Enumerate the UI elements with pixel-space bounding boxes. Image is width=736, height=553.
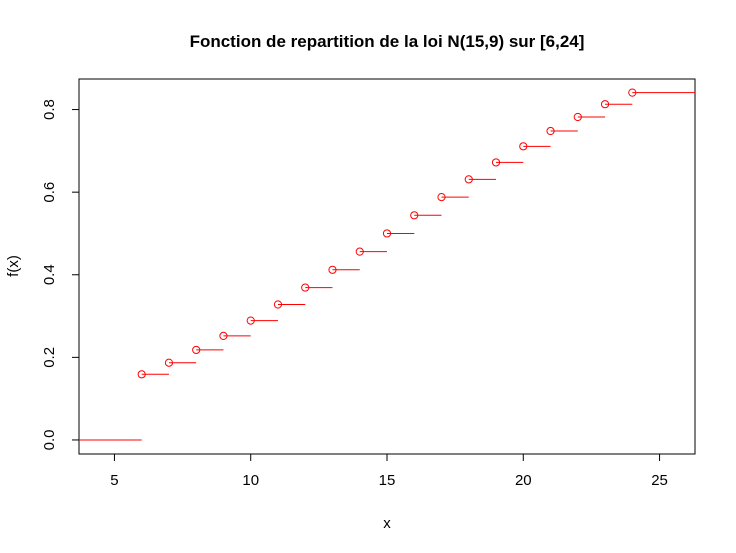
step-point bbox=[382, 229, 392, 238]
x-tick-label: 5 bbox=[110, 472, 118, 489]
step-point bbox=[301, 283, 310, 292]
chart-title: Fonction de repartition de la loi N(15,9… bbox=[190, 32, 585, 51]
step-point bbox=[192, 345, 201, 355]
x-tick-label: 10 bbox=[242, 472, 259, 489]
y-tick-label: 0.8 bbox=[41, 99, 58, 120]
step-point bbox=[219, 331, 228, 340]
y-axis-label: f(x) bbox=[5, 255, 22, 277]
x-axis-label: x bbox=[383, 515, 391, 532]
y-tick-label: 0.2 bbox=[41, 347, 58, 368]
step-point bbox=[546, 126, 555, 136]
step-point bbox=[464, 175, 473, 184]
step-point bbox=[273, 300, 283, 309]
step-point bbox=[628, 88, 637, 97]
step-point bbox=[519, 142, 528, 151]
step-point bbox=[600, 100, 610, 109]
x-tick-label: 15 bbox=[379, 472, 396, 489]
y-tick-label: 0.0 bbox=[41, 430, 58, 451]
step-point bbox=[573, 112, 582, 122]
step-point bbox=[491, 158, 501, 167]
step-point bbox=[328, 265, 337, 274]
step-point bbox=[410, 211, 419, 220]
step-point bbox=[437, 193, 446, 202]
x-tick-label: 25 bbox=[651, 472, 668, 489]
x-tick-label: 20 bbox=[515, 472, 532, 489]
step-point bbox=[137, 370, 146, 379]
y-tick-label: 0.4 bbox=[41, 264, 58, 285]
y-axis: 0.0 0.2 0.4 0.6 0.8 bbox=[41, 99, 80, 451]
step-point bbox=[355, 247, 364, 256]
plot-box bbox=[78, 78, 696, 455]
y-tick-label: 0.6 bbox=[41, 182, 58, 203]
plot-area bbox=[79, 88, 695, 441]
x-axis: 5 10 15 20 25 bbox=[110, 453, 668, 489]
step-point bbox=[164, 358, 174, 367]
step-point bbox=[246, 316, 255, 325]
